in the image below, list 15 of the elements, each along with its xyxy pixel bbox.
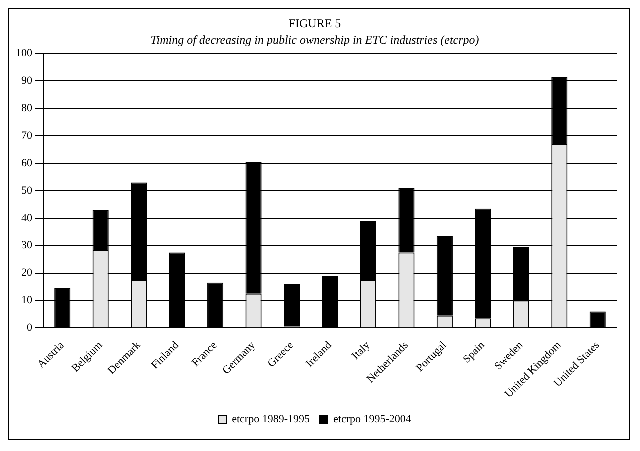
y-tick-label: 90 <box>22 75 33 88</box>
y-tick-label: 100 <box>16 48 33 60</box>
y-tick-label: 80 <box>22 102 33 115</box>
y-tick-label: 20 <box>22 267 33 280</box>
y-tick-label: 70 <box>22 130 33 142</box>
legend-label: etcrpo 1989-1995 <box>232 413 310 426</box>
y-tick-label: 50 <box>22 184 33 197</box>
y-tick-label: 0 <box>27 322 33 334</box>
y-tick-label: 40 <box>22 212 33 224</box>
legend-label: etcrpo 1995-2004 <box>334 413 412 426</box>
chart-subtitle: Timing of decreasing in public ownership in ETC industries (etcrpo) <box>150 32 480 47</box>
chart-title: FIGURE 5 <box>288 16 342 30</box>
y-tick-label: 60 <box>22 157 33 170</box>
y-tick-label: 30 <box>22 240 33 252</box>
y-tick-label: 10 <box>22 294 33 307</box>
